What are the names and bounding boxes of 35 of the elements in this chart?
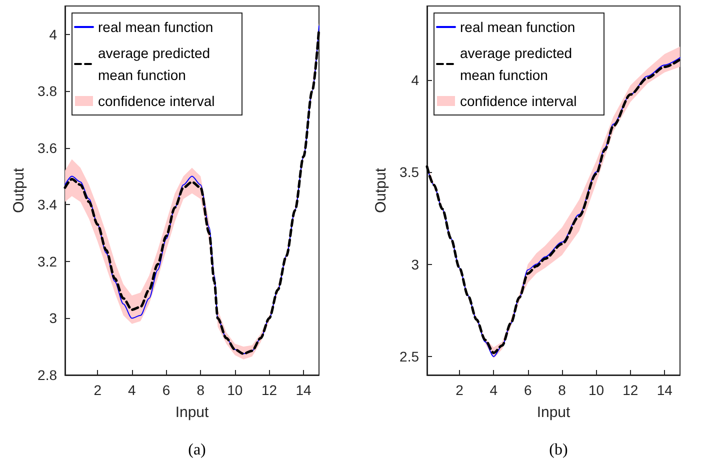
x-tick-label: 6 [162,382,170,398]
x-tick-label: 4 [128,382,136,398]
x-tick-label: 4 [490,382,498,398]
x-tick-label: 10 [588,382,604,398]
x-tick-label: 14 [656,382,673,398]
y-tick-label: 3.4 [38,196,58,213]
x-tick-label: 14 [296,382,312,398]
y-tick-label: 2.5 [400,348,420,365]
legend-label: confidence interval [98,93,215,109]
legend-label: confidence interval [460,93,577,109]
y-tick-label: 3.8 [38,83,58,100]
x-tick-label: 8 [558,382,566,398]
y-tick-label: 3 [411,256,420,272]
y-tick-label: 3 [49,310,58,326]
x-axis-title: Input [175,404,210,421]
y-tick-label: 3.6 [38,140,58,156]
x-tick-label: 8 [196,382,205,398]
text: (b) [549,442,568,458]
legend-label: real mean function [98,19,214,35]
y-axis-title: Output [372,167,390,214]
text: (a) [188,442,206,458]
x-tick-label: 10 [227,382,243,398]
y-axis-title: Output [10,167,28,214]
x-tick-label: 2 [456,382,464,398]
y-tick-label: 2.8 [38,367,58,383]
y-tick-label: 4 [49,26,58,42]
y-tick-label: 3.2 [38,253,58,270]
x-tick-label: 6 [524,382,532,398]
x-axis-title: Input [536,404,572,421]
legend-label: real mean function [460,19,576,35]
x-tick-label: 12 [261,382,278,398]
x-tick-label: 2 [94,382,102,398]
y-tick-label: 3.5 [400,164,420,180]
x-tick-label: 12 [622,382,638,398]
y-tick-label: 4 [411,72,420,88]
